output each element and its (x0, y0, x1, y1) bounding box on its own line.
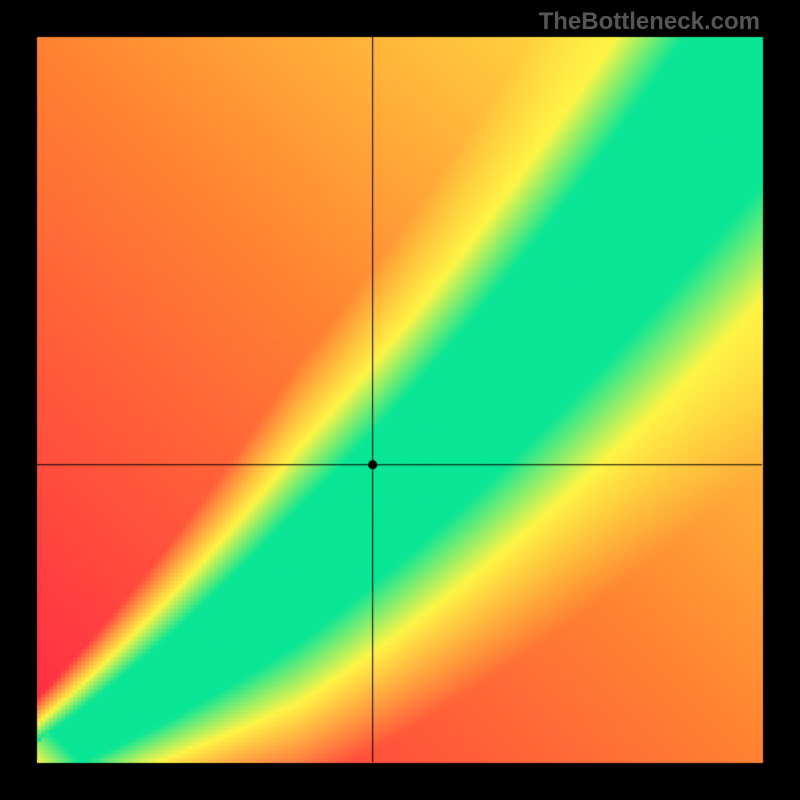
chart-container: TheBottleneck.com (0, 0, 800, 800)
bottleneck-heatmap (0, 0, 800, 800)
watermark-text: TheBottleneck.com (539, 8, 760, 36)
